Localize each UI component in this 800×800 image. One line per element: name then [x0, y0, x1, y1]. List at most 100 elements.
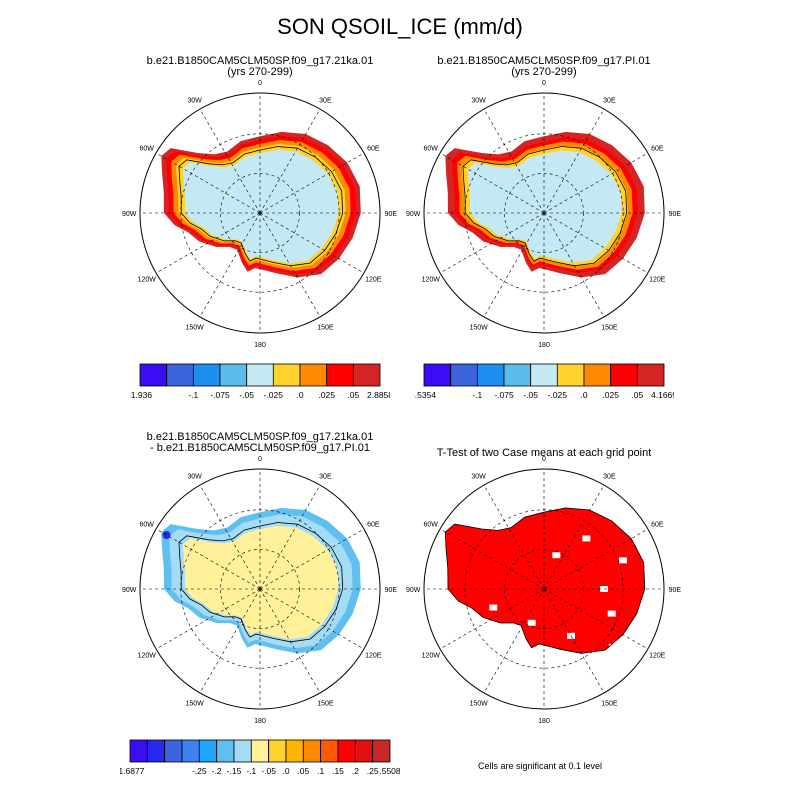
colorbar-label: .05: [631, 390, 643, 400]
colorbar-box-5: [530, 363, 558, 387]
colorbar-label: -.25: [192, 766, 207, 776]
lon-label-90E: 90E: [669, 587, 682, 594]
colorbar-label: -.5354: [414, 390, 436, 400]
colorbar-box-13: [337, 739, 356, 763]
map-boundary-circle: [139, 468, 381, 710]
colorbar-box-12: [320, 739, 339, 763]
meridian-150W: [199, 588, 261, 694]
field-core: [494, 172, 595, 246]
nonsignificant-cell-1: [582, 535, 591, 542]
meridian-150E: [543, 588, 605, 694]
colorbar-label: .0: [296, 390, 303, 400]
meridian-60W: [439, 528, 545, 590]
colorbar-box-7: [233, 739, 252, 763]
panel-2-title-line2: (yrs 270-299): [511, 66, 577, 78]
map-panel-1: 0 30E 60E 90E 120E 150E 180 150W 120W 90W 60W 30W: [122, 80, 397, 349]
meridian-30W: [199, 108, 261, 214]
colorbar-box-8: [326, 363, 354, 387]
significance-fill: [445, 507, 645, 654]
colorbar-box-4: [181, 739, 200, 763]
meridian-30E: [543, 108, 605, 214]
lon-label-150E: 150E: [601, 700, 618, 707]
colorbar-box-8: [610, 363, 638, 387]
colorbar-box-2: [146, 739, 165, 763]
map-boundary-circle: [423, 468, 665, 710]
colorbar-box-5: [198, 739, 218, 763]
lon-label-0: 0: [542, 80, 546, 87]
colorbar-label: -.05: [523, 390, 538, 400]
lon-label-120E: 120E: [649, 652, 666, 659]
colorbar-panel-2: -.5354 -.1 -.075 -.05 -.025 .0 .025 .05 4.1669: [414, 363, 674, 400]
colorbar-label: .2: [352, 766, 359, 776]
colorbar-box-7: [583, 363, 612, 387]
colorbar-box-7: [299, 363, 328, 387]
lon-label-120E: 120E: [649, 276, 666, 283]
meridian-60E: [543, 528, 649, 590]
colorbar-box-9: [352, 363, 381, 387]
lon-label-30W: 30W: [187, 98, 202, 105]
colorbar-box-6: [556, 363, 585, 387]
meridian-120W: [439, 588, 545, 650]
lon-label-180: 180: [254, 718, 266, 725]
colorbar-box-1: [139, 363, 168, 387]
lon-label-0: 0: [258, 456, 262, 463]
colorbar-label: .05: [297, 766, 309, 776]
meridian-30E: [259, 108, 321, 214]
colorbar-label: -.05: [261, 766, 276, 776]
lon-label-30W: 30W: [471, 98, 486, 105]
lon-label-0: 0: [542, 456, 546, 463]
field-negative-patch: [162, 531, 171, 539]
lon-label-90W: 90W: [122, 211, 137, 218]
lon-label-90E: 90E: [385, 587, 398, 594]
meridian-30W: [483, 484, 545, 590]
lon-label-60W: 60W: [423, 146, 438, 153]
lon-label-120E: 120E: [365, 276, 382, 283]
colorbar-box-3: [164, 739, 183, 763]
colorbar-label: .5508: [379, 766, 400, 776]
meridian-60E: [259, 528, 365, 590]
colorbar-label: -1.6877: [120, 766, 145, 776]
colorbar-label: .025: [602, 390, 619, 400]
colorbar-box-10: [285, 739, 304, 763]
colorbar-label: -.2: [212, 766, 222, 776]
meridian-150E: [543, 212, 605, 318]
panel-3-title-line1: b.e21.B1850CAM5CLM50SP.f09_g17.21ka.01: [146, 431, 374, 443]
colorbar-label: -.025: [548, 390, 568, 400]
panel-3-title-line2: - b.e21.B1850CAM5CLM50SP.f09_g17.PI.01: [150, 442, 370, 454]
colorbar-label: 2.8858: [367, 390, 390, 400]
map-panel-4: 0 30E 60E 90E 120E 150E 180 150W 120W 90W 60W 30W: [406, 456, 682, 725]
colorbar-label: .05: [347, 390, 359, 400]
meridian-120E: [543, 588, 649, 650]
lon-label-60E: 60E: [367, 522, 380, 529]
meridian-120E: [259, 212, 365, 274]
colorbar-label: 4.1669: [651, 390, 674, 400]
map-boundary-circle: [139, 92, 381, 334]
colorbar-label: .0: [580, 390, 587, 400]
colorbar-label: -.05: [239, 390, 254, 400]
coastline: [178, 146, 344, 267]
lon-label-180: 180: [538, 342, 550, 349]
meridian-150E: [259, 212, 321, 318]
nonsignificant-cell-3: [607, 610, 616, 617]
colorbar-panel-3: -1.6877 -.25 -.2 -.15 -.1 -.05 .0 .05 .1 .15 .2 .25…: [120, 739, 400, 776]
meridian-150E: [259, 588, 321, 694]
nonsignificant-cell-7: [552, 552, 561, 559]
colorbar-box-15: [372, 739, 391, 763]
colorbar-label: -1.936: [130, 390, 152, 400]
nonsignificant-cell-2: [618, 557, 627, 564]
meridian-30W: [199, 484, 261, 590]
lon-label-60W: 60W: [139, 146, 154, 153]
meridian-120W: [439, 212, 545, 274]
colorbar-label: .25: [367, 766, 379, 776]
colorbar-label: -.15: [227, 766, 242, 776]
panel-1-title-line2: (yrs 270-299): [227, 66, 293, 78]
meridian-150W: [483, 588, 545, 694]
lon-label-60W: 60W: [139, 522, 154, 529]
lon-label-90W: 90W: [406, 211, 421, 218]
lon-label-180: 180: [254, 342, 266, 349]
meridian-60E: [259, 152, 365, 214]
colorbar-box-6: [272, 363, 301, 387]
panel-2-title-line1: b.e21.B1850CAM5CLM50SP.f09_g17.PI.01: [437, 55, 651, 67]
colorbar-label: -.1: [188, 390, 198, 400]
map-panel-2: 0 30E 60E 90E 120E 150E 180 150W 120W 90W 60W 30W: [406, 80, 681, 349]
